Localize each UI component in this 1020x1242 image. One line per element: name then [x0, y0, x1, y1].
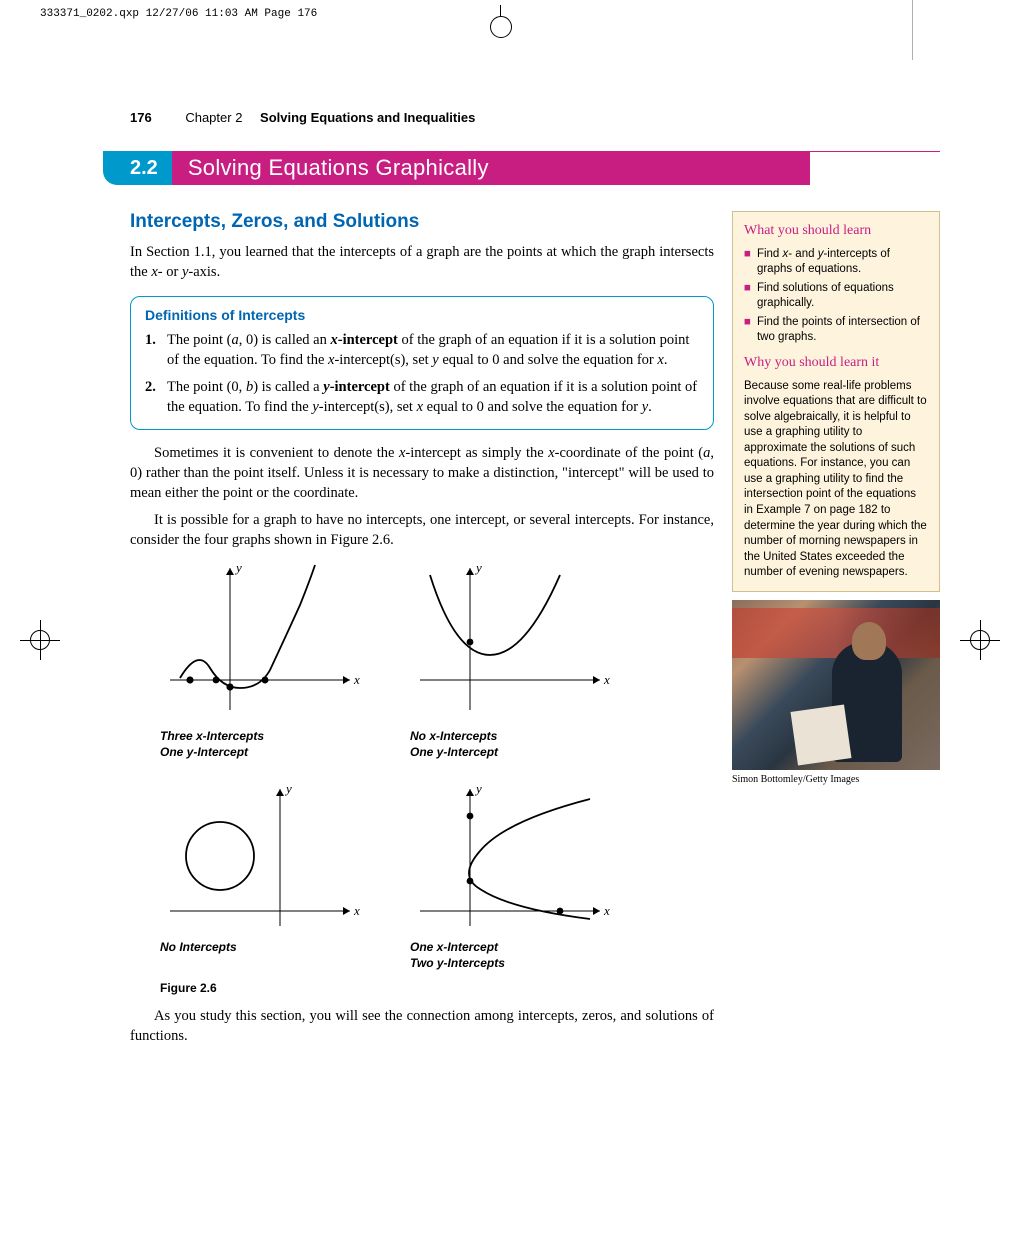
running-head: 176 Chapter 2 Solving Equations and Ineq… — [130, 110, 940, 125]
intro-paragraph: In Section 1.1, you learned that the int… — [130, 243, 714, 282]
graph-3: x y — [160, 781, 400, 931]
graph-4: x y — [410, 781, 650, 931]
chapter-title: Solving Equations and Inequalities — [260, 110, 475, 125]
sidebar-learn-heading: What you should learn — [744, 222, 928, 241]
paragraph-2a: Sometimes it is convenient to denote the… — [130, 444, 714, 503]
sidebar-why-text: Because some real-life problems involve … — [744, 379, 928, 581]
definitions-box: Definitions of Intercepts 1. The point (… — [130, 296, 714, 430]
closing-paragraph: As you study this section, you will see … — [130, 1007, 714, 1046]
photo-credit: Simon Bottomley/Getty Images — [732, 774, 940, 785]
def-item-2: 2. The point (0, b) is called a y-interc… — [145, 378, 699, 417]
graph-2: x y — [410, 560, 650, 720]
figure-label: Figure 2.6 — [160, 981, 714, 995]
caption-2: No x-InterceptsOne y-Intercept — [410, 728, 650, 760]
sidebar-learn-list: ■Find x- and y-intercepts of graphs of e… — [744, 247, 928, 346]
crop-header: 333371_0202.qxp 12/27/06 11:03 AM Page 1… — [0, 0, 1020, 20]
svg-text:x: x — [603, 903, 610, 918]
svg-text:y: y — [474, 781, 482, 796]
chapter-label: Chapter 2 — [185, 110, 256, 125]
paragraph-2b: It is possible for a graph to have no in… — [130, 511, 714, 550]
svg-text:y: y — [234, 560, 242, 575]
sidebar-box: What you should learn ■Find x- and y-int… — [732, 211, 940, 592]
caption-3: No Intercepts — [160, 939, 400, 971]
def-title: Definitions of Intercepts — [145, 307, 699, 323]
section-title: Solving Equations Graphically — [172, 155, 489, 181]
def-item-1: 1. The point (a, 0) is called an x-inter… — [145, 331, 699, 370]
caption-1: Three x-InterceptsOne y-Intercept — [160, 728, 400, 760]
svg-text:y: y — [284, 781, 292, 796]
sidebar-photo — [732, 600, 940, 770]
svg-text:y: y — [474, 560, 482, 575]
subsection-heading: Intercepts, Zeros, and Solutions — [130, 211, 714, 233]
svg-text:x: x — [353, 903, 360, 918]
svg-text:x: x — [353, 672, 360, 687]
sidebar-why-heading: Why you should learn it — [744, 354, 928, 373]
caption-4: One x-InterceptTwo y-Intercepts — [410, 939, 650, 971]
page-number: 176 — [130, 110, 182, 125]
section-bar: 2.2 Solving Equations Graphically — [116, 151, 940, 185]
section-number: 2.2 — [116, 151, 172, 185]
graph-1: x y — [160, 560, 400, 720]
svg-text:x: x — [603, 672, 610, 687]
